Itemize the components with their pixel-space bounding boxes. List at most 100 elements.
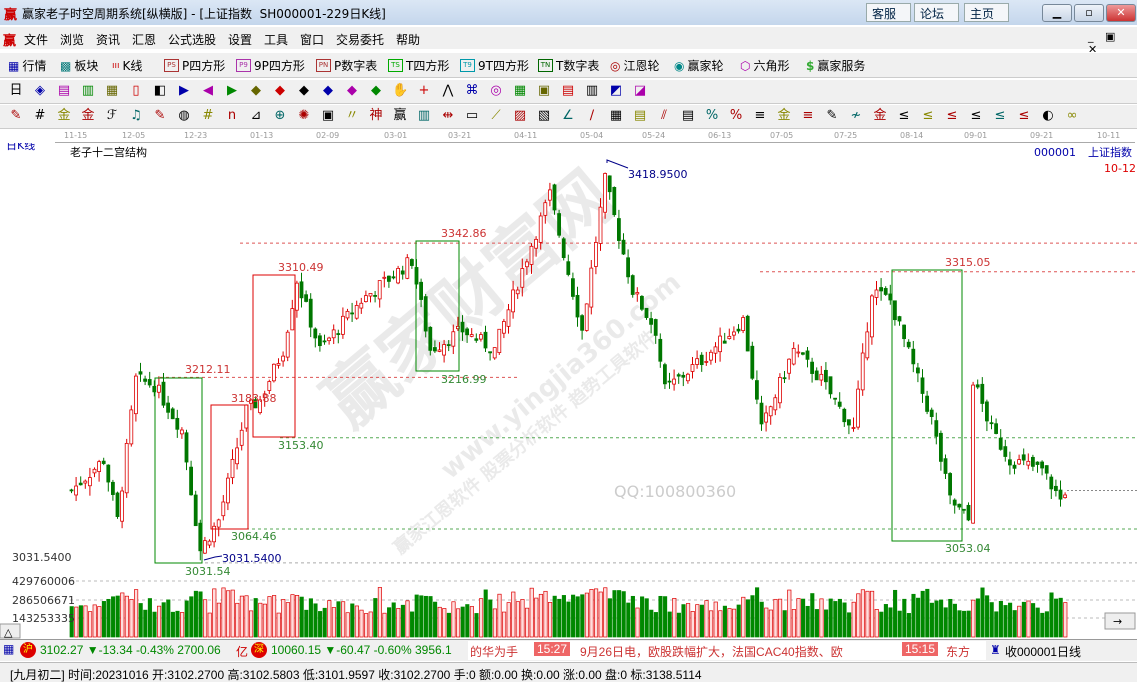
tool-icon-17[interactable]: +: [418, 83, 430, 98]
tool-icon-2[interactable]: 金: [57, 108, 71, 123]
tool-icon-27[interactable]: ⫽: [661, 108, 667, 123]
tool-icon-3[interactable]: ▥: [81, 83, 95, 98]
tool-icon-4[interactable]: ℱ: [106, 108, 118, 123]
tool-icon-35[interactable]: ≁: [850, 108, 862, 123]
tool-icon-42[interactable]: ≤: [1018, 108, 1030, 123]
tool-icon-33[interactable]: ≡: [802, 108, 814, 123]
menu-huien[interactable]: 汇恩: [132, 33, 157, 47]
tool-icon-7[interactable]: ▶: [179, 83, 189, 98]
tool-icon-16[interactable]: ✋: [392, 83, 409, 98]
tool-icon-25[interactable]: ◩: [609, 83, 623, 98]
tool-icon-18[interactable]: ⇹: [442, 108, 454, 123]
menu-window[interactable]: 窗口: [300, 33, 325, 47]
tool-icon-15[interactable]: 神: [369, 108, 383, 123]
minimize-button[interactable]: ▁: [1042, 4, 1072, 22]
tool-icon-14[interactable]: ◆: [347, 83, 357, 98]
tool-icon-8[interactable]: #: [202, 108, 214, 123]
tool-icon-4[interactable]: ▦: [105, 83, 119, 98]
p-square-button[interactable]: PS P四方形: [164, 57, 225, 74]
tool-icon-2[interactable]: ▤: [57, 83, 71, 98]
news-scroller[interactable]: 的华为手 15:27 9月26日电，欧股跌幅扩大，法国CAC40指数、欧 15:…: [468, 641, 986, 660]
hexagon-button[interactable]: ⬡ 六角形: [740, 58, 790, 74]
tool-icon-21[interactable]: ▦: [513, 83, 527, 98]
tool-icon-31[interactable]: ≡: [754, 108, 766, 123]
gann-wheel-button[interactable]: ◎ 江恩轮: [610, 58, 660, 74]
tool-icon-22[interactable]: ▧: [537, 108, 551, 123]
tool-icon-3[interactable]: 金: [81, 108, 95, 123]
tool-icon-0[interactable]: ✎: [10, 108, 22, 123]
tool-icon-34[interactable]: ✎: [826, 108, 838, 123]
tool-icon-14[interactable]: 〃: [345, 108, 359, 123]
tool-icon-12[interactable]: ◆: [299, 83, 309, 98]
menu-formula[interactable]: 公式选股: [168, 33, 217, 47]
tool-icon-38[interactable]: ≤: [922, 108, 934, 123]
quotes-button[interactable]: ▦ 行情: [8, 58, 47, 74]
table-icon[interactable]: ▦: [3, 642, 15, 656]
sector-button[interactable]: ▩ 板块: [60, 58, 99, 74]
service-link[interactable]: 客服: [866, 3, 911, 22]
tool-icon-24[interactable]: ▥: [585, 83, 599, 98]
tool-icon-7[interactable]: ◍: [178, 108, 190, 123]
tool-icon-1[interactable]: #: [34, 108, 46, 123]
tool-icon-39[interactable]: ≤: [946, 108, 958, 123]
tool-icon-26[interactable]: ◪: [633, 83, 647, 98]
tool-icon-13[interactable]: ◆: [323, 83, 333, 98]
scroll-right-button[interactable]: [1104, 612, 1136, 630]
9t-square-button[interactable]: T9 9T四方形: [460, 57, 529, 74]
tool-icon-30[interactable]: %: [729, 108, 743, 123]
tool-icon-9[interactable]: ▶: [227, 83, 237, 98]
menu-settings[interactable]: 设置: [228, 33, 253, 47]
tool-icon-23[interactable]: ∠: [562, 108, 574, 123]
tool-icon-17[interactable]: ▥: [417, 108, 431, 123]
tool-icon-5[interactable]: ▯: [132, 83, 140, 98]
collapse-button[interactable]: [0, 623, 21, 639]
tool-icon-36[interactable]: 金: [873, 108, 887, 123]
menu-browse[interactable]: 浏览: [60, 33, 85, 47]
tool-icon-41[interactable]: ≤: [994, 108, 1006, 123]
tool-icon-18[interactable]: ⋀: [442, 83, 454, 98]
menu-news[interactable]: 资讯: [96, 33, 121, 47]
tool-icon-19[interactable]: ▭: [465, 108, 479, 123]
kline-button[interactable]: ııı K线: [112, 59, 143, 73]
tool-icon-15[interactable]: ◆: [371, 83, 381, 98]
tool-icon-16[interactable]: 赢: [393, 108, 407, 123]
tool-icon-11[interactable]: ⊕: [274, 108, 286, 123]
yingjia-wheel-button[interactable]: ◉ 赢家轮: [674, 58, 724, 74]
close-button[interactable]: ✕: [1106, 4, 1136, 22]
tool-icon-44[interactable]: ∞: [1066, 108, 1078, 123]
tool-icon-25[interactable]: ▦: [609, 108, 623, 123]
tool-icon-26[interactable]: ▤: [633, 108, 647, 123]
9p-square-button[interactable]: P9 9P四方形: [236, 57, 305, 74]
tool-icon-40[interactable]: ≤: [970, 108, 982, 123]
news-item[interactable]: 东方: [946, 645, 971, 659]
tool-icon-32[interactable]: 金: [777, 108, 791, 123]
tool-icon-11[interactable]: ◆: [275, 83, 285, 98]
tool-icon-43[interactable]: ◐: [1042, 108, 1054, 123]
menu-trade[interactable]: 交易委托: [336, 33, 385, 47]
tool-icon-21[interactable]: ▨: [513, 108, 527, 123]
mdi-controls[interactable]: _ ▣ ✕: [1088, 30, 1120, 56]
tool-icon-9[interactable]: n: [227, 108, 237, 123]
tool-icon-1[interactable]: ◈: [35, 83, 45, 98]
service-button[interactable]: $ 赢家服务: [806, 58, 866, 74]
maximize-button[interactable]: ▫: [1074, 4, 1104, 22]
tool-icon-19[interactable]: ⌘: [465, 83, 479, 98]
tool-icon-28[interactable]: ▤: [681, 108, 695, 123]
t-number-table-button[interactable]: TN T数字表: [538, 57, 599, 74]
tool-icon-10[interactable]: ◆: [251, 83, 261, 98]
tool-icon-24[interactable]: ∕: [589, 108, 595, 123]
tool-icon-13[interactable]: ▣: [321, 108, 335, 123]
tool-icon-20[interactable]: ⟋: [491, 108, 501, 123]
menu-help[interactable]: 帮助: [396, 33, 421, 47]
tool-icon-12[interactable]: ✺: [298, 108, 310, 123]
tool-icon-23[interactable]: ▤: [561, 83, 575, 98]
news-item[interactable]: 的华为手: [470, 645, 519, 659]
t-square-button[interactable]: TS T四方形: [388, 57, 449, 74]
menu-file[interactable]: 文件: [24, 33, 49, 47]
homepage-link[interactable]: 主页: [964, 3, 1009, 22]
tool-icon-0[interactable]: 日: [9, 83, 23, 98]
tool-icon-20[interactable]: ◎: [490, 83, 502, 98]
menu-tools[interactable]: 工具: [264, 33, 289, 47]
tool-icon-8[interactable]: ◀: [203, 83, 213, 98]
tool-icon-22[interactable]: ▣: [537, 83, 551, 98]
